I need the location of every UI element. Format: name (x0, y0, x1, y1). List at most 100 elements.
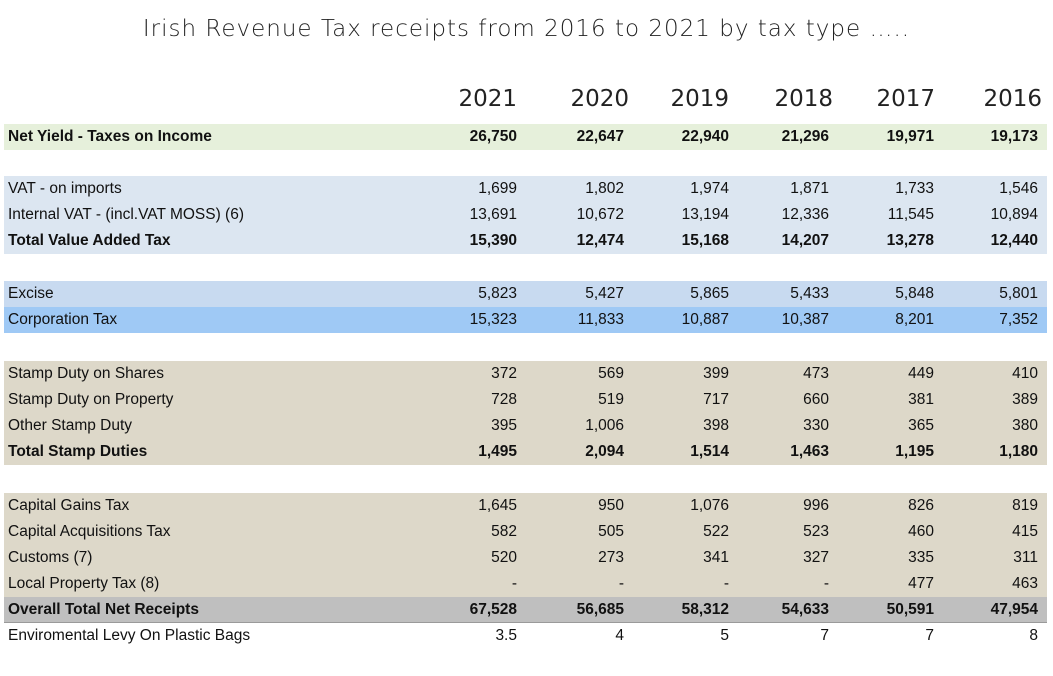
row-label: Other Stamp Duty (8, 417, 133, 434)
row-label: Capital Acquisitions Tax (8, 523, 171, 540)
cell-2018: 5,433 (790, 285, 829, 302)
table-row: Excise 5,823 5,427 5,865 5,433 5,848 5,801 (4, 281, 1047, 307)
cell-2016: 19,173 (990, 128, 1038, 145)
cell-2021: 520 (491, 549, 517, 566)
table-row: Total Stamp Duties 1,495 2,094 1,514 1,463 1,… (4, 439, 1047, 465)
year-2018: 2018 (774, 86, 833, 112)
cell-2017: 19,971 (886, 128, 934, 145)
table-row: Net Yield - Taxes on Income 26,750 22,647 2… (4, 124, 1047, 150)
cell-2017: 8,201 (895, 311, 934, 328)
row-label: Corporation Tax (8, 311, 118, 328)
row-label: Enviromental Levy On Plastic Bags (8, 627, 251, 644)
cell-2019: 15,168 (681, 232, 729, 249)
cell-2019: - (723, 575, 729, 592)
cell-2016: 5,801 (999, 285, 1038, 302)
cell-2018: 327 (803, 549, 829, 566)
cell-2017: 365 (908, 417, 934, 434)
table-row: Other Stamp Duty 395 1,006 398 330 365 380 (4, 413, 1047, 439)
cell-2016: 12,440 (990, 232, 1038, 249)
row-label: Capital Gains Tax (8, 497, 130, 514)
row-label: Stamp Duty on Shares (8, 365, 164, 382)
cell-2020: 1,802 (585, 180, 624, 197)
cell-2019: 1,076 (690, 497, 729, 514)
cell-2018: 54,633 (781, 601, 829, 618)
cell-2017: 1,733 (895, 180, 934, 197)
cell-2018: 996 (803, 497, 829, 514)
table-row: Local Property Tax (8) - - - - 477 463 (4, 571, 1047, 597)
cell-2016: 1,546 (999, 180, 1038, 197)
cell-2017: 381 (908, 391, 934, 408)
cell-2018: - (823, 575, 829, 592)
cell-2016: 47,954 (990, 601, 1038, 618)
cell-2019: 10,887 (681, 311, 729, 328)
year-2019: 2019 (670, 86, 729, 112)
table-row: Customs (7) 520 273 341 327 335 311 (4, 545, 1047, 571)
cell-2016: 410 (1012, 365, 1038, 382)
cell-2017: 826 (908, 497, 934, 514)
cell-2017: 335 (908, 549, 934, 566)
row-label: Total Value Added Tax (8, 232, 171, 249)
cell-2017: 5,848 (895, 285, 934, 302)
chart-title: Irish Revenue Tax receipts from 2016 to … (142, 16, 911, 42)
cell-2021: - (511, 575, 517, 592)
cell-2018: 7 (820, 627, 829, 644)
row-label: Net Yield - Taxes on Income (8, 128, 212, 145)
cell-2018: 523 (803, 523, 829, 540)
year-2020: 2020 (570, 86, 629, 112)
table-row: Internal VAT - (incl.VAT MOSS) (6) 13,691… (4, 202, 1047, 228)
cell-2019: 22,940 (681, 128, 729, 145)
row-label: Excise (8, 285, 54, 302)
cell-2018: 1,463 (790, 443, 829, 460)
row-label: Local Property Tax (8) (8, 575, 160, 592)
cell-2018: 473 (803, 365, 829, 382)
cell-2016: 389 (1012, 391, 1038, 408)
cell-2018: 330 (803, 417, 829, 434)
row-label: Customs (7) (8, 549, 93, 566)
cell-2021: 15,323 (469, 311, 517, 328)
cell-2017: 460 (908, 523, 934, 540)
cell-2018: 660 (803, 391, 829, 408)
cell-2021: 3.5 (495, 627, 517, 644)
cell-2019: 1,514 (690, 443, 729, 460)
cell-2017: 7 (925, 627, 934, 644)
year-2021: 2021 (458, 86, 517, 112)
cell-2021: 5,823 (478, 285, 517, 302)
row-label: Internal VAT - (incl.VAT MOSS) (6) (8, 206, 244, 223)
cell-2017: 477 (908, 575, 934, 592)
row-label: VAT - on imports (8, 180, 122, 197)
cell-2018: 10,387 (781, 311, 829, 328)
divider (4, 622, 1047, 623)
cell-2017: 11,545 (887, 206, 934, 223)
cell-2021: 728 (491, 391, 517, 408)
cell-2019: 13,194 (681, 206, 729, 223)
cell-2021: 395 (491, 417, 517, 434)
table-row: Enviromental Levy On Plastic Bags 3.5 4 5 7 7… (4, 623, 1047, 649)
cell-2018: 12,336 (781, 206, 829, 223)
cell-2019: 5,865 (690, 285, 729, 302)
cell-2021: 13,691 (469, 206, 517, 223)
cell-2020: 22,647 (576, 128, 624, 145)
row-label: Total Stamp Duties (8, 443, 148, 460)
cell-2016: 10,894 (990, 206, 1038, 223)
table-row: Stamp Duty on Shares 372 569 399 473 449 410 (4, 361, 1047, 387)
cell-2019: 5 (720, 627, 729, 644)
cell-2021: 15,390 (469, 232, 517, 249)
cell-2021: 1,699 (478, 180, 517, 197)
cell-2019: 398 (703, 417, 729, 434)
cell-2018: 1,871 (790, 180, 829, 197)
table-row: Overall Total Net Receipts 67,528 56,685 58… (4, 597, 1047, 623)
cell-2017: 1,195 (895, 443, 934, 460)
table-row: Corporation Tax 15,323 11,833 10,887 10,387 8… (4, 307, 1047, 333)
cell-2016: 415 (1012, 523, 1038, 540)
cell-2016: 463 (1012, 575, 1038, 592)
cell-2020: 519 (598, 391, 624, 408)
cell-2020: 56,685 (576, 601, 624, 618)
cell-2019: 58,312 (681, 601, 729, 618)
cell-2016: 311 (1013, 549, 1038, 566)
cell-2020: 569 (598, 365, 624, 382)
cell-2020: 2,094 (585, 443, 624, 460)
cell-2021: 372 (491, 365, 517, 382)
cell-2021: 26,750 (469, 128, 517, 145)
cell-2019: 522 (703, 523, 729, 540)
cell-2016: 7,352 (999, 311, 1038, 328)
